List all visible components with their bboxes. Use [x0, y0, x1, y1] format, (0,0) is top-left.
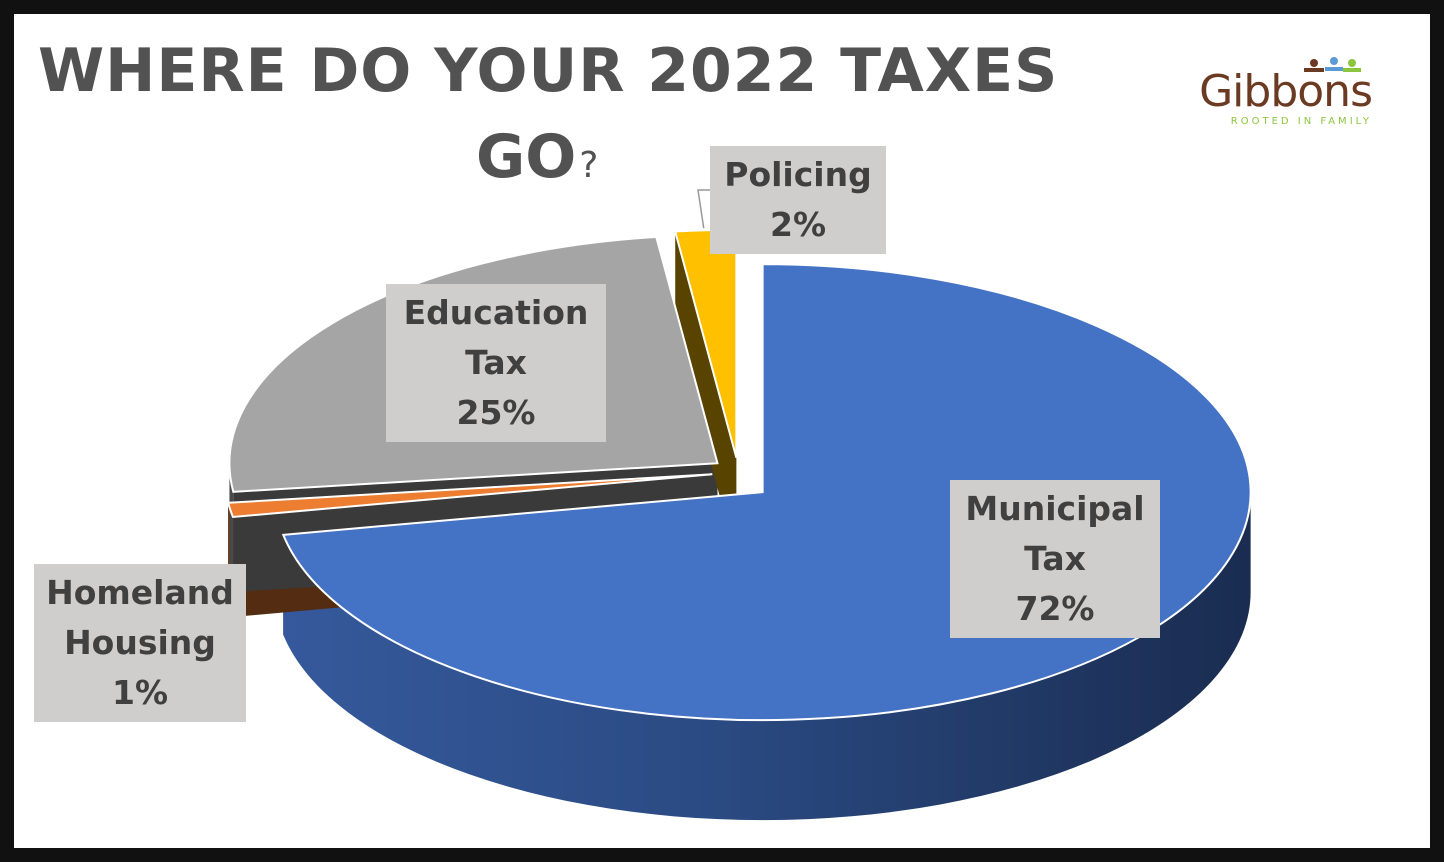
label-education-tax-name-0: Education [403, 293, 589, 332]
logo-tagline: ROOTED IN FAMILY [1230, 116, 1372, 127]
leader-policing [697, 189, 710, 229]
label-homeland-housing-value: 1% [111, 673, 169, 712]
label-municipal-tax-name-1: Tax [1024, 539, 1086, 578]
label-education-tax-value: 25% [456, 393, 536, 432]
label-leaders [697, 189, 710, 229]
pie-chart [226, 189, 1252, 821]
chart-title-punct: ? [579, 145, 599, 186]
chart-title: WHERE DO YOUR 2022 TAXES [38, 36, 1059, 106]
slice-side-municipal-tax [283, 492, 1251, 821]
slice-wall-policing-0 [675, 231, 737, 558]
label-policing-value: 2% [769, 205, 827, 244]
label-municipal-tax-value: 72% [1015, 589, 1095, 628]
label-homeland-housing-name-1: Housing [64, 623, 216, 662]
logo-wordmark: Gibbons [1199, 66, 1373, 117]
gibbons-logo: Gibbons ROOTED IN FAMILY [1182, 54, 1373, 134]
label-municipal-tax: Municipal Tax 72% [950, 480, 1160, 638]
slice-homeland-housing [226, 473, 713, 519]
chart-title-line2: GO? [476, 122, 598, 192]
label-homeland-housing-name-0: Homeland [46, 573, 234, 612]
label-education-tax-name-1: Tax [465, 343, 527, 382]
label-municipal-tax-name-0: Municipal [965, 489, 1145, 528]
label-policing-name-0: Policing [724, 155, 872, 194]
logo-figures-icon [1304, 57, 1361, 72]
label-education-tax: Education Tax 25% [386, 284, 606, 442]
slice-side-education-tax [229, 463, 234, 592]
label-policing: Policing 2% [710, 146, 886, 254]
chart-title-go: GO [476, 122, 577, 192]
label-homeland-housing: Homeland Housing 1% [34, 564, 246, 722]
